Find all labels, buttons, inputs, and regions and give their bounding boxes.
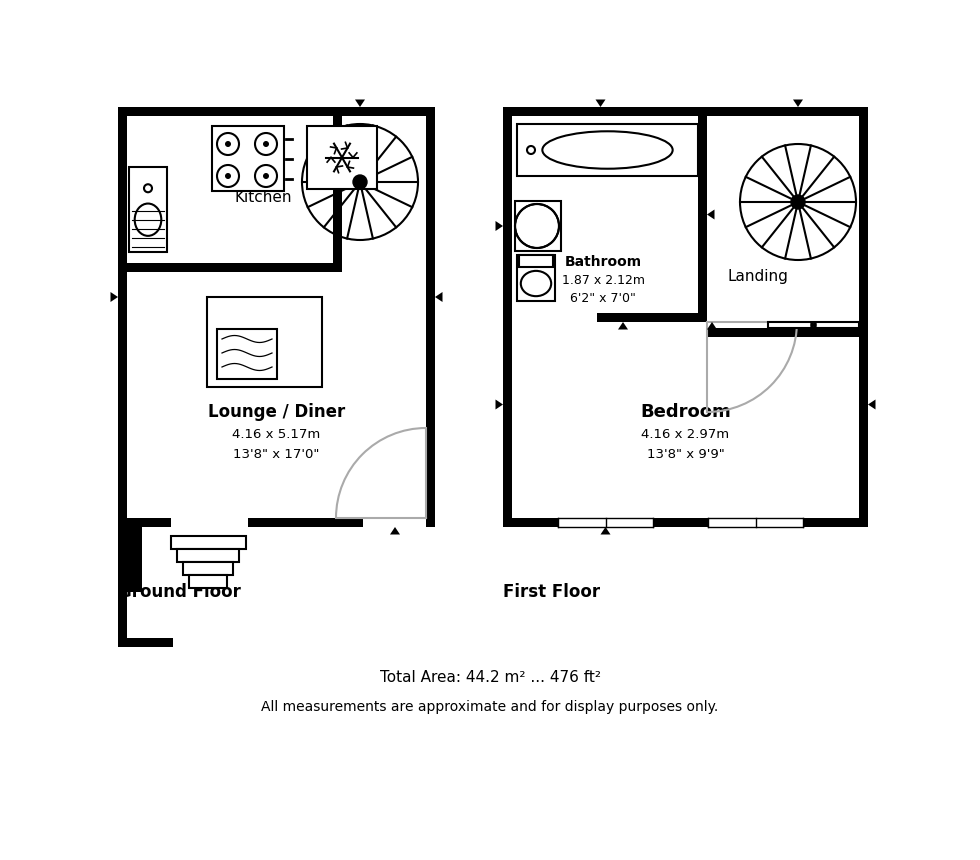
Circle shape (263, 173, 269, 179)
Circle shape (791, 195, 805, 209)
Bar (503, 518, 868, 527)
Polygon shape (596, 100, 606, 107)
Circle shape (353, 175, 367, 189)
Circle shape (225, 173, 231, 179)
Polygon shape (111, 292, 118, 302)
Text: All measurements are approximate and for display purposes only.: All measurements are approximate and for… (262, 700, 718, 714)
Bar (512, 313, 597, 322)
Bar (517, 255, 555, 301)
Polygon shape (496, 221, 503, 231)
Text: Landing: Landing (727, 269, 789, 285)
Bar (698, 116, 707, 322)
Polygon shape (707, 210, 714, 219)
Bar (118, 518, 147, 527)
Text: Kitchen: Kitchen (234, 189, 292, 205)
Text: 4.16 x 5.17m: 4.16 x 5.17m (232, 427, 320, 440)
Bar (248, 518, 363, 527)
Bar (207, 297, 322, 387)
Text: Lounge / Diner: Lounge / Diner (208, 403, 345, 421)
Bar (217, 329, 277, 379)
Bar (503, 107, 868, 116)
Text: 13'8" x 17'0": 13'8" x 17'0" (233, 447, 319, 460)
Bar (519, 255, 553, 267)
Bar (426, 107, 435, 527)
Bar (171, 536, 246, 549)
Text: Bedroom: Bedroom (640, 403, 731, 421)
Bar (118, 592, 127, 647)
Text: Ground Floor: Ground Floor (118, 583, 241, 601)
Circle shape (225, 141, 231, 147)
Bar (189, 575, 227, 588)
Polygon shape (707, 322, 717, 329)
Polygon shape (435, 292, 443, 302)
Bar (707, 328, 859, 337)
Polygon shape (496, 400, 503, 409)
Bar (708, 518, 803, 527)
Text: 1.87 x 2.12m: 1.87 x 2.12m (562, 273, 645, 286)
Bar (333, 116, 342, 272)
Polygon shape (793, 100, 803, 107)
Bar (118, 638, 173, 647)
Bar (212, 126, 284, 191)
Bar (118, 107, 435, 116)
Text: First Floor: First Floor (503, 583, 600, 601)
Polygon shape (618, 322, 628, 329)
Text: 4.16 x 2.97m: 4.16 x 2.97m (642, 427, 729, 440)
Bar (515, 201, 561, 251)
Bar (118, 527, 142, 592)
Ellipse shape (542, 132, 672, 169)
Polygon shape (601, 527, 611, 535)
Polygon shape (355, 100, 365, 107)
Bar (307, 126, 377, 189)
Ellipse shape (520, 271, 551, 296)
Bar (558, 518, 653, 527)
Bar (118, 107, 127, 527)
Bar (129, 167, 167, 252)
Bar (517, 124, 698, 176)
Circle shape (263, 141, 269, 147)
Bar (503, 107, 512, 527)
Bar (127, 263, 333, 272)
Bar (183, 562, 233, 575)
Text: Total Area: 44.2 m² ... 476 ft²: Total Area: 44.2 m² ... 476 ft² (379, 669, 601, 685)
Ellipse shape (134, 204, 162, 236)
Polygon shape (390, 527, 400, 535)
Bar (177, 549, 239, 562)
Polygon shape (868, 400, 875, 409)
Bar (428, 518, 435, 527)
Bar (859, 107, 868, 527)
Text: 13'8" x 9'9": 13'8" x 9'9" (647, 447, 724, 460)
Bar (768, 322, 859, 328)
Bar (118, 518, 171, 527)
Text: 6'2" x 7'0": 6'2" x 7'0" (570, 292, 636, 304)
Text: Bathroom: Bathroom (564, 255, 642, 269)
Bar (512, 313, 698, 322)
